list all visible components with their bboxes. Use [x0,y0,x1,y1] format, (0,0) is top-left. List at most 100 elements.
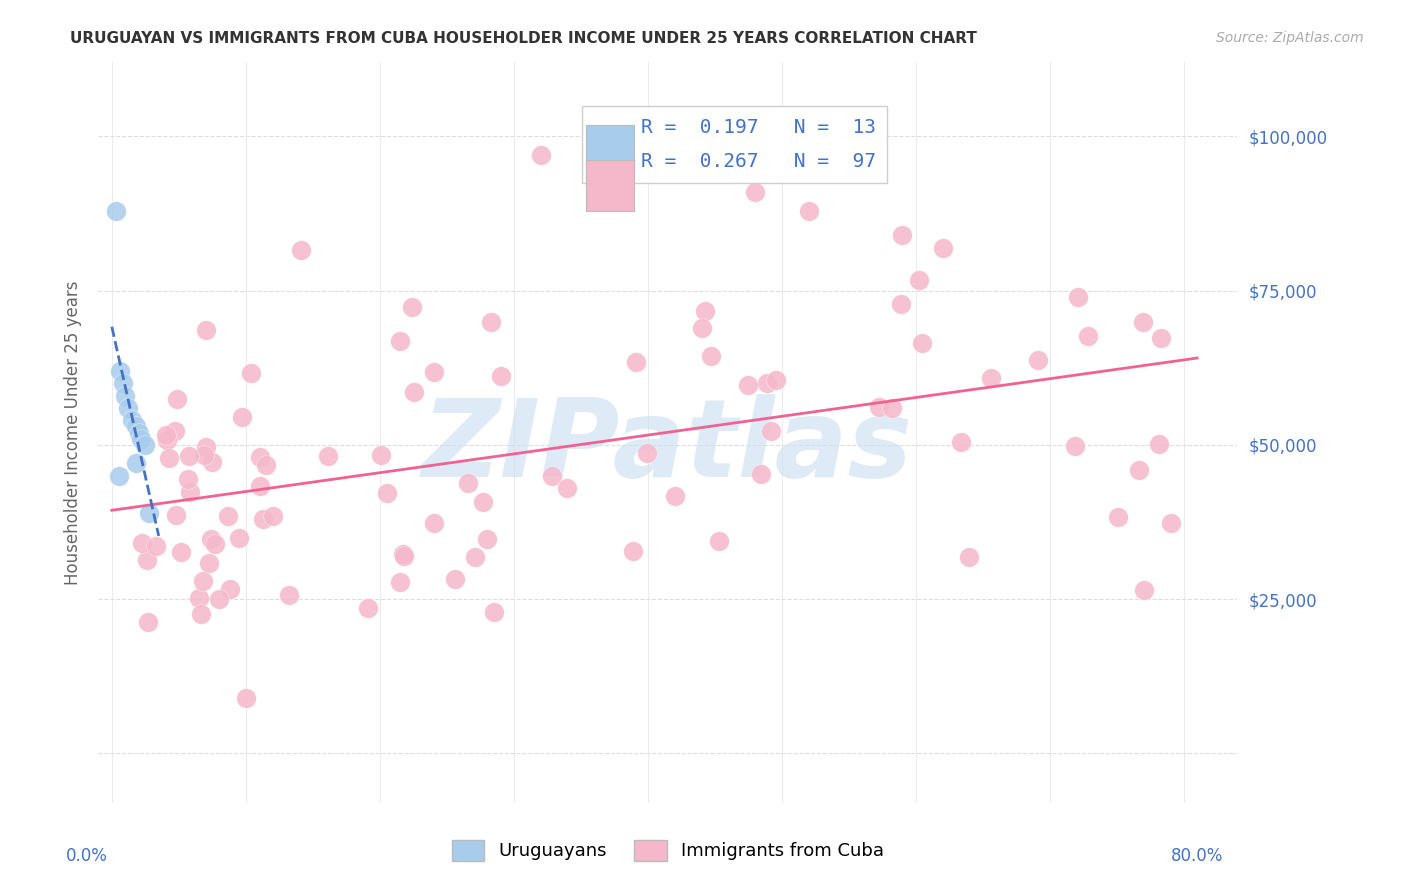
Point [117,401,139,415]
Point [262,508,284,523]
Point [104,203,127,218]
Point [759,424,782,438]
Point [165,508,187,522]
Point [228,531,250,545]
Point [155,428,177,442]
Point [208,592,231,607]
Text: URUGUAYAN VS IMMIGRANTS FROM CUBA HOUSEHOLDER INCOME UNDER 25 YEARS CORRELATION : URUGUAYAN VS IMMIGRANTS FROM CUBA HOUSEH… [70,31,977,46]
Point [489,369,512,384]
Point [980,371,1002,385]
Point [1160,516,1182,530]
Point [235,690,257,705]
Point [949,434,972,449]
Point [138,506,160,520]
Point [555,482,578,496]
Point [357,600,380,615]
Point [529,148,551,162]
Text: 80.0%: 80.0% [1171,847,1223,865]
Point [391,547,413,561]
Point [890,297,912,311]
Point [136,615,159,630]
Point [931,240,953,255]
Text: ZIPatlas: ZIPatlas [422,394,914,500]
Point [908,273,931,287]
Point [159,451,181,466]
Point [911,335,934,350]
Point [231,410,253,425]
Point [188,591,211,606]
Point [375,486,398,500]
Point [444,572,467,586]
FancyBboxPatch shape [586,125,634,175]
Point [1107,510,1129,524]
Point [388,334,411,349]
Point [1150,331,1173,345]
Point [797,203,820,218]
Point [392,549,415,563]
Point [623,544,645,558]
Point [204,536,226,550]
Point [479,315,502,329]
Point [957,550,980,565]
Point [278,588,301,602]
Point [201,455,224,469]
Point [249,479,271,493]
Point [176,472,198,486]
Point [401,300,423,314]
Point [191,574,214,588]
Point [700,349,723,363]
Point [707,533,730,548]
Point [423,365,446,379]
Point [636,446,658,460]
Point [1147,437,1170,451]
Point [177,449,200,463]
Point [868,400,890,414]
Point [389,574,412,589]
Point [464,549,486,564]
Point [108,364,131,378]
Point [749,467,772,482]
Point [252,512,274,526]
Point [744,185,766,199]
Point [134,438,156,452]
Point [316,449,339,463]
Point [107,468,129,483]
Point [664,490,686,504]
Y-axis label: Householder Income Under 25 years: Householder Income Under 25 years [65,280,83,585]
Point [200,532,222,546]
Point [129,432,152,446]
Point [472,494,495,508]
Point [624,355,647,369]
Point [239,367,262,381]
Point [163,424,186,438]
Point [249,450,271,464]
Point [765,373,787,387]
Point [1077,329,1099,343]
Point [737,378,759,392]
Point [457,475,479,490]
Point [179,485,201,500]
Point [125,419,148,434]
Point [114,389,136,403]
Point [1067,290,1090,304]
Point [145,539,167,553]
Point [128,425,150,440]
Point [891,228,914,243]
Point [125,457,148,471]
Point [290,244,312,258]
Point [755,376,778,390]
Point [882,401,904,416]
Point [218,582,240,596]
Point [156,433,179,447]
Text: R =  0.197   N =  13
    R =  0.267   N =  97: R = 0.197 N = 13 R = 0.267 N = 97 [593,118,876,171]
Point [1128,463,1150,477]
Point [136,553,159,567]
Point [370,448,392,462]
Point [484,605,506,619]
Point [1132,583,1154,598]
Point [111,376,134,391]
Point [1132,315,1154,329]
Point [194,323,217,337]
Point [194,440,217,454]
Point [1026,352,1049,367]
